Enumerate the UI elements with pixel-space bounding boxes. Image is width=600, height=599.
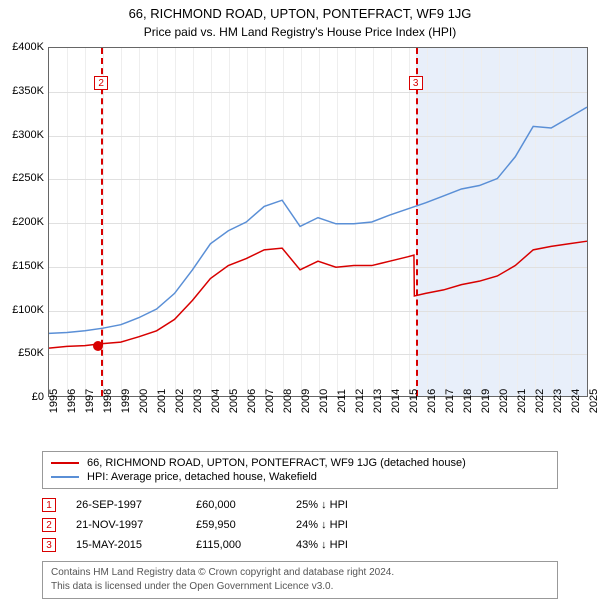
x-axis: 1995199619971998199920002001200220032004…	[48, 397, 588, 447]
event-id-box: 2	[42, 518, 56, 532]
legend-label: 66, RICHMOND ROAD, UPTON, PONTEFRACT, WF…	[87, 457, 466, 469]
event-row: 1 26-SEP-1997 £60,000 25% ↓ HPI	[42, 495, 558, 515]
line-svg	[49, 48, 587, 396]
event-id-box: 3	[42, 538, 56, 552]
legend-swatch	[51, 476, 79, 478]
event-row: 3 15-MAY-2015 £115,000 43% ↓ HPI	[42, 535, 558, 555]
legend: 66, RICHMOND ROAD, UPTON, PONTEFRACT, WF…	[42, 451, 558, 489]
legend-swatch	[51, 462, 79, 464]
event-delta: 43% ↓ HPI	[296, 539, 396, 551]
event-price: £59,950	[196, 519, 276, 531]
x-tick-label: 2025	[588, 389, 600, 413]
event-row: 2 21-NOV-1997 £59,950 24% ↓ HPI	[42, 515, 558, 535]
event-marker-box: 2	[94, 76, 108, 90]
y-tick-label: £300K	[12, 129, 44, 141]
series-line-price_paid	[49, 241, 587, 348]
chart-title: 66, RICHMOND ROAD, UPTON, PONTEFRACT, WF…	[0, 0, 600, 21]
legend-item: 66, RICHMOND ROAD, UPTON, PONTEFRACT, WF…	[51, 456, 549, 470]
event-marker-box: 3	[409, 76, 423, 90]
event-date: 15-MAY-2015	[76, 539, 176, 551]
footer-attribution: Contains HM Land Registry data © Crown c…	[42, 561, 558, 599]
y-axis: £0£50K£100K£150K£200K£250K£300K£350K£400…	[0, 47, 48, 397]
y-tick-label: £250K	[12, 172, 44, 184]
event-dot	[93, 341, 103, 351]
y-tick-label: £100K	[12, 304, 44, 316]
event-delta: 25% ↓ HPI	[296, 499, 396, 511]
event-date: 21-NOV-1997	[76, 519, 176, 531]
y-tick-label: £50K	[18, 347, 44, 359]
event-price: £115,000	[196, 539, 276, 551]
event-date: 26-SEP-1997	[76, 499, 176, 511]
plot-region: 23	[48, 47, 588, 397]
chart-area: £0£50K£100K£150K£200K£250K£300K£350K£400…	[0, 47, 600, 447]
chart-subtitle: Price paid vs. HM Land Registry's House …	[0, 21, 600, 47]
footer-line-1: Contains HM Land Registry data © Crown c…	[51, 566, 549, 580]
series-line-hpi	[49, 107, 587, 333]
events-table: 1 26-SEP-1997 £60,000 25% ↓ HPI 2 21-NOV-1997…	[42, 495, 558, 555]
event-marker-line	[416, 48, 418, 396]
y-tick-label: £400K	[12, 41, 44, 53]
legend-label: HPI: Average price, detached house, Wake…	[87, 471, 317, 483]
event-id-box: 1	[42, 498, 56, 512]
footer-line-2: This data is licensed under the Open Gov…	[51, 580, 549, 594]
legend-item: HPI: Average price, detached house, Wake…	[51, 470, 549, 484]
y-tick-label: £350K	[12, 85, 44, 97]
y-tick-label: £150K	[12, 260, 44, 272]
y-tick-label: £0	[32, 391, 44, 403]
event-delta: 24% ↓ HPI	[296, 519, 396, 531]
event-price: £60,000	[196, 499, 276, 511]
y-tick-label: £200K	[12, 216, 44, 228]
